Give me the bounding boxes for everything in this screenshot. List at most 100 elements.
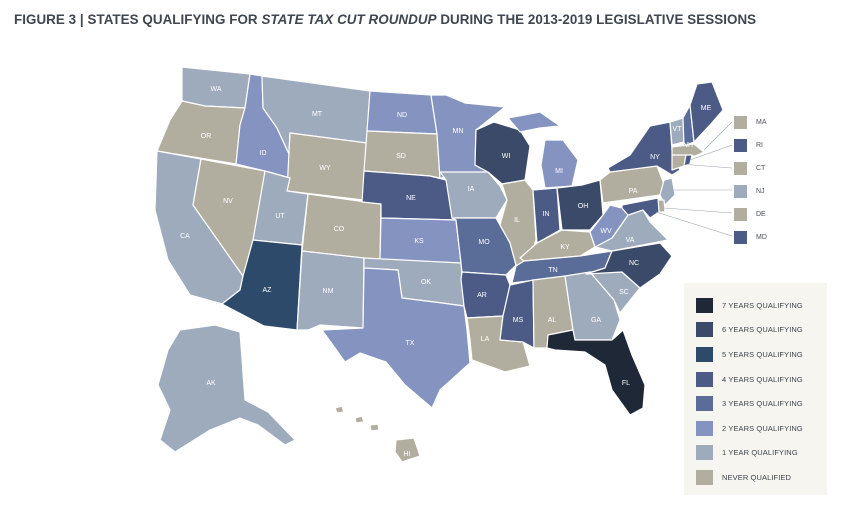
state-CT [671,154,687,171]
label-NC: NC [629,260,639,267]
label-GA: GA [591,317,601,324]
label-PA: PA [629,188,638,195]
legend-item: 6 YEARS QUALIFYING [696,318,827,343]
label-OH: OH [578,203,589,210]
label-UT: UT [275,213,285,220]
label-WA: WA [210,86,221,93]
title-suffix: DURING THE 2013-2019 LEGISLATIVE SESSION… [436,12,757,27]
label-VT: VT [673,126,683,133]
label-AZ: AZ [263,287,273,294]
state-FL [546,329,646,416]
state-HI [334,405,421,463]
small-state-label: DE [756,210,766,218]
figure-title: FIGURE 3 | STATES QUALIFYING FOR STATE T… [14,12,834,27]
legend-rows: 7 YEARS QUALIFYING 6 YEARS QUALIFYING 5 YE… [696,293,827,490]
label-AL: AL [548,317,557,324]
legend-item: 5 YEARS QUALIFYING [696,342,827,367]
label-OR: OR [201,133,212,140]
legend-item: 4 YEARS QUALIFYING [696,367,827,392]
legend-swatch [696,322,713,338]
small-state-label: RI [756,141,763,149]
legend-label: 2 YEARS QUALIFYING [722,423,803,433]
label-NV: NV [223,198,233,205]
state-MA [671,143,705,157]
label-VA: VA [626,237,635,244]
label-MI: MI [555,168,563,175]
label-IL: IL [514,217,520,224]
legend-swatch [696,420,713,436]
label-NH: NH [683,142,693,149]
small-state-key-ct: CT [734,161,824,175]
label-FL: FL [622,380,630,387]
small-state-key-ri: RI [734,138,824,152]
label-MN: MN [453,128,464,135]
label-WY: WY [319,165,331,172]
legend-label: 3 YEARS QUALIFYING [722,399,803,409]
label-IA: IA [468,186,475,193]
legend-label: 4 YEARS QUALIFYING [722,374,803,384]
legend-swatch [696,297,713,313]
small-state-swatch [734,207,747,221]
legend-item: NEVER QUALIFIED [696,465,827,490]
label-KS: KS [414,238,424,245]
legend-swatch [696,445,713,461]
state-TX [321,267,471,409]
small-state-key-nj: NJ [734,184,824,198]
legend-swatch [696,469,713,485]
legend-item: 7 YEARS QUALIFYING [696,293,827,318]
label-WI: WI [502,153,511,160]
small-state-swatch [734,184,747,198]
title-prefix: FIGURE 3 | STATES QUALIFYING FOR [14,12,262,27]
label-WV: WV [600,228,612,235]
small-state-swatch [734,138,747,152]
small-state-label: CT [756,164,766,172]
leader-lines [655,121,733,237]
label-SD: SD [396,153,406,160]
legend-label: 1 YEAR QUALIFYING [722,448,798,458]
label-AK: AK [206,380,216,387]
label-NM: NM [323,288,334,295]
label-LA: LA [481,336,490,343]
legend-label: 5 YEARS QUALIFYING [722,349,803,359]
label-TN: TN [548,267,557,274]
small-state-label: MD [756,233,767,241]
state-NC [585,242,673,289]
label-CA: CA [180,233,190,240]
label-HI: HI [404,451,411,458]
state-AK [157,324,296,453]
label-KY: KY [560,244,570,251]
label-AR: AR [477,292,487,299]
legend-label: NEVER QUALIFIED [722,472,792,482]
state-NJ [659,177,676,206]
legend: 7 YEARS QUALIFYING 6 YEARS QUALIFYING 5 YE… [684,283,827,495]
small-state-key-ma: MA [734,115,824,129]
legend-label: 6 YEARS QUALIFYING [722,325,803,335]
label-SC: SC [619,289,629,296]
legend-item: 3 YEARS QUALIFYING [696,391,827,416]
state-ME [689,81,724,143]
small-state-swatch [734,230,747,244]
small-state-key-md: MD [734,230,824,244]
state-IN [532,187,561,244]
legend-label: 7 YEARS QUALIFYING [722,300,803,310]
label-OK: OK [421,279,431,286]
label-MT: MT [312,111,323,118]
small-state-label: MA [756,118,767,126]
legend-item: 2 YEARS QUALIFYING [696,416,827,441]
title-emphasis: STATE TAX CUT ROUNDUP [261,12,437,27]
label-ID: ID [260,150,267,157]
label-ME: ME [701,105,712,112]
legend-swatch [696,371,713,387]
small-state-swatch [734,115,747,129]
small-state-swatch [734,161,747,175]
small-state-label: NJ [756,187,765,195]
state-NY [607,121,681,176]
state-MD [621,197,660,219]
legend-swatch [696,346,713,362]
small-state-key-de: DE [734,207,824,221]
state-RI [683,154,693,167]
legend-swatch [696,396,713,412]
label-CO: CO [334,226,345,233]
label-MS: MS [513,317,524,324]
